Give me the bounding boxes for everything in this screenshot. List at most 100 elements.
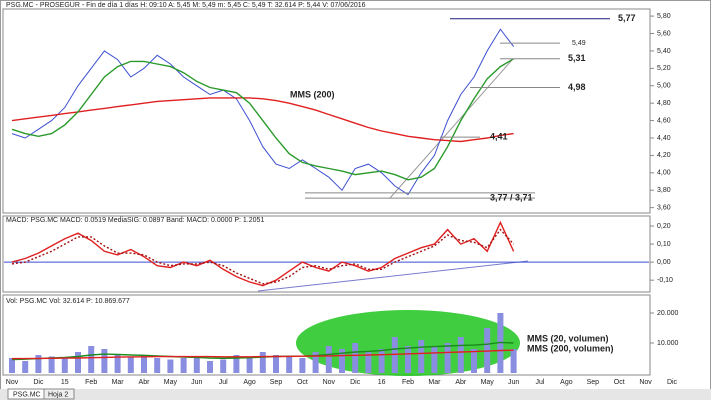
x-tick-label: May xyxy=(481,379,495,386)
x-tick-label: May xyxy=(164,379,178,386)
trend-line xyxy=(389,59,513,199)
x-tick-label: Nov xyxy=(6,379,19,386)
series-label: MMS (200) xyxy=(290,89,335,99)
volume-bar xyxy=(167,359,174,373)
volume-bar xyxy=(114,355,121,373)
y-tick-label: 4,00 xyxy=(657,170,671,177)
volume-bar xyxy=(220,359,227,373)
y-tick-label: 3,60 xyxy=(657,204,671,211)
x-tick-label: Ago xyxy=(243,379,256,386)
volume-bar xyxy=(61,358,68,373)
tab[interactable] xyxy=(43,388,75,400)
volume-bar xyxy=(365,352,372,373)
volume-bar xyxy=(127,356,134,373)
x-tick-label: Jun xyxy=(191,379,202,386)
panel-title: Vol: PSG.MC Vol: 32.614 P: 10.869.677 xyxy=(6,298,130,305)
x-tick-label: Dic xyxy=(33,379,44,386)
x-tick-label: Abr xyxy=(139,379,151,386)
volume-bar xyxy=(180,358,187,373)
macd-trend-line xyxy=(257,260,529,292)
volume-bar xyxy=(418,340,425,373)
volume-bar xyxy=(352,343,359,373)
level-label: 5,49 xyxy=(572,40,586,47)
volume-bar xyxy=(35,355,42,373)
volume-bar xyxy=(273,355,279,373)
tab-bar xyxy=(0,389,711,400)
price-panel xyxy=(2,8,651,214)
y-tick-label: 0,20 xyxy=(657,223,671,230)
y-tick-label: 4,20 xyxy=(657,152,671,159)
volume-bar xyxy=(207,361,213,373)
series-line xyxy=(11,97,514,143)
y-tick-label: 5,40 xyxy=(657,48,671,55)
volume-bar xyxy=(339,349,345,373)
series-label: MMS (200, volumen) xyxy=(527,343,614,353)
x-tick-label: Feb xyxy=(85,379,97,386)
macd-panel xyxy=(2,215,651,293)
volume-bar xyxy=(246,358,253,373)
tab-label[interactable]: Hoja 2 xyxy=(48,391,68,398)
volume-bar xyxy=(9,358,15,373)
y-tick-label: 5,20 xyxy=(657,65,671,72)
series-line xyxy=(12,349,514,360)
volume-bar xyxy=(88,346,95,373)
volume-bar xyxy=(431,346,438,373)
tab-label[interactable]: PSG.MC xyxy=(13,391,41,398)
y-tick-label: 5,60 xyxy=(657,30,671,37)
volume-bar xyxy=(510,349,517,373)
volume-bar xyxy=(101,349,108,373)
y-tick-label: 0,10 xyxy=(657,241,671,248)
volume-bar xyxy=(193,356,200,373)
y-tick-label: 5,80 xyxy=(657,13,671,20)
x-tick-label: 15 xyxy=(61,379,69,386)
series-line xyxy=(11,28,514,196)
panel-title: PSG.MC - PROSEGUR - Fin de día 1 días H:… xyxy=(6,2,366,9)
volume-bar xyxy=(22,361,29,373)
level-label: 4,98 xyxy=(568,82,586,92)
x-tick-label: Nov xyxy=(323,379,336,386)
x-tick-label: Abr xyxy=(455,379,467,386)
volume-bar xyxy=(325,346,332,373)
x-tick-label: Sep xyxy=(270,379,283,386)
volume-bar xyxy=(471,349,477,373)
x-tick-label: Mar xyxy=(112,379,125,386)
y-tick-label: 0,00 xyxy=(657,259,671,266)
y-tick-label: -0,10 xyxy=(657,277,673,284)
volume-bar xyxy=(154,358,161,373)
x-tick-label: Jul xyxy=(536,379,545,386)
x-tick-label: Jul xyxy=(219,379,228,386)
y-tick-label: 3,80 xyxy=(657,187,671,194)
x-tick-label: Oct xyxy=(297,379,308,386)
volume-bar xyxy=(312,352,319,373)
x-tick-label: Jun xyxy=(508,379,519,386)
y-tick-label: 4,40 xyxy=(657,135,671,142)
series-line xyxy=(11,228,515,285)
x-tick-label: Nov xyxy=(639,379,652,386)
panel-title: MACD: PSG.MC MACD: 0.0519 MediaSIG: 0.08… xyxy=(6,217,264,224)
x-tick-label: Mar xyxy=(428,379,441,386)
volume-bar xyxy=(286,356,293,373)
y-tick-label: 4,80 xyxy=(657,100,671,107)
level-label: 5,77 xyxy=(618,13,636,23)
volume-bar xyxy=(48,356,55,373)
x-tick-label: Dic xyxy=(350,379,361,386)
series-label: MMS (20, volumen) xyxy=(527,333,609,343)
highlight-ellipse xyxy=(296,310,520,376)
level-label: 4,41 xyxy=(490,131,508,141)
level-label: 5,31 xyxy=(568,53,586,63)
x-tick-label: Feb xyxy=(402,379,414,386)
y-tick-label: 20.000 xyxy=(657,310,679,317)
x-tick-label: Oct xyxy=(614,379,625,386)
volume-bar xyxy=(378,349,385,373)
x-tick-label: Sep xyxy=(587,379,600,386)
volume-bar xyxy=(444,343,451,373)
volume-bar xyxy=(259,352,266,373)
y-tick-label: 4,60 xyxy=(657,117,671,124)
volume-bar xyxy=(141,355,147,373)
x-tick-label: Dic xyxy=(667,379,678,386)
series-line xyxy=(11,58,514,181)
y-tick-label: 10.000 xyxy=(657,340,679,347)
volume-bar xyxy=(299,358,306,373)
volume-bar xyxy=(233,355,240,373)
